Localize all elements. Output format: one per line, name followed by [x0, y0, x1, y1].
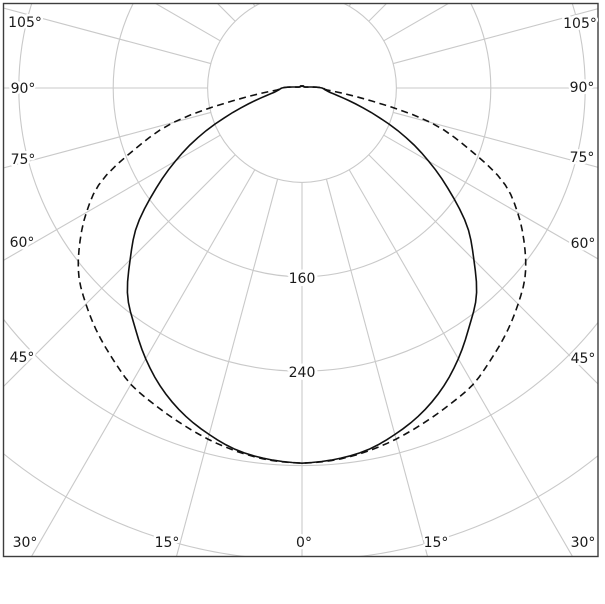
angle-tick-label: 60°	[571, 236, 596, 252]
angle-tick-label: 45°	[10, 350, 35, 366]
angle-tick-label: 15°	[424, 535, 449, 551]
radial-tick-label: 160	[289, 271, 316, 287]
chart-frame	[2, 2, 599, 558]
angle-tick-label: 60°	[10, 235, 35, 251]
chart-footer: cd/klm η = 100% C0 - C180 C90 - C270	[0, 557, 605, 604]
angle-tick-label: 30°	[571, 535, 596, 551]
angle-tick-label: 90°	[11, 81, 36, 97]
angle-tick-label: 105°	[563, 16, 597, 32]
angle-tick-label: 0°	[296, 535, 312, 551]
angle-tick-label: 105°	[8, 15, 42, 31]
angle-tick-label: 45°	[571, 351, 596, 367]
angle-tick-labels: 105° 90° 75° 60° 45° 30° 15° 0° 15° 30° 45° 60° 75° 9…	[6, 13, 600, 554]
angle-tick-label: 75°	[11, 152, 36, 168]
angle-tick-label: 30°	[13, 535, 38, 551]
curve-c90-c270	[77, 85, 527, 465]
radial-tick-labels: 160 240	[286, 268, 319, 384]
angle-tick-label: 75°	[570, 150, 595, 166]
angle-tick-label: 90°	[570, 80, 595, 96]
radial-tick-label: 240	[289, 365, 316, 381]
angle-tick-label: 15°	[155, 535, 180, 551]
